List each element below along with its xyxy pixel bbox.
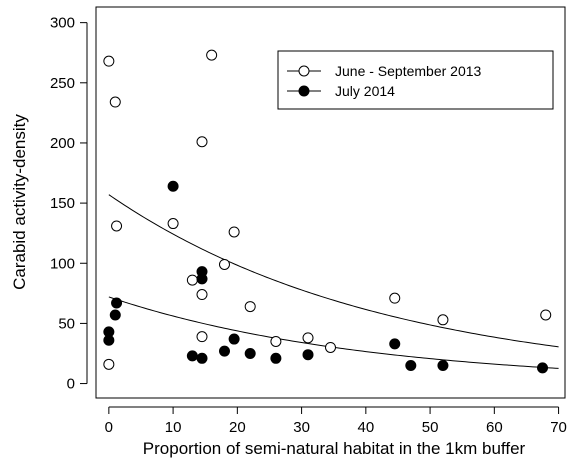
data-point-filled [537,362,549,374]
data-point-open [196,289,208,301]
data-point-open [270,335,282,347]
legend-marker-open-circle [298,65,310,77]
data-point-open [302,332,314,344]
data-point-filled [228,333,240,345]
y-tick-label: 50 [58,315,75,332]
data-point-filled [109,309,121,321]
data-point-open [325,341,336,353]
data-point-open [437,314,449,326]
x-tick-label: 40 [357,419,374,436]
data-point-open [103,55,115,67]
data-point-filled [405,360,417,372]
data-point-filled [196,273,208,285]
x-tick-label: 0 [105,419,113,436]
y-axis-label: Carabid activity-density [10,114,29,290]
data-point-open [540,309,552,321]
x-tick-label: 50 [422,419,439,436]
data-point-open [111,220,123,232]
data-point-open [206,49,218,61]
y-tick-label: 250 [50,75,75,92]
y-tick-label: 300 [50,15,75,32]
x-tick-label: 10 [165,419,182,436]
legend-item-2013: June - September 2013 [287,63,482,79]
data-points [103,49,552,374]
data-point-filled [218,345,230,357]
fit-curve-series-1 [108,194,559,348]
data-point-open [228,226,240,238]
x-axis-label: Proportion of semi-natural habitat in th… [143,439,526,458]
data-point-filled [244,347,256,359]
legend-marker-filled-circle [298,85,310,97]
x-tick-label: 60 [486,419,503,436]
x-tick-label: 70 [550,419,567,436]
data-point-filled [302,349,314,361]
fit-curve-series-2 [108,296,559,369]
data-point-open [389,292,401,304]
data-point-filled [111,297,123,309]
legend-label-2014: July 2014 [335,83,395,99]
legend-label-2013: June - September 2013 [335,63,482,79]
data-point-open [218,258,230,270]
y-tick-label: 0 [67,376,75,393]
y-tick-label: 200 [50,135,75,152]
data-point-open [196,331,208,343]
x-axis: 0 10 20 30 40 50 60 70 [105,406,567,436]
data-point-filled [103,334,115,346]
data-point-open [109,96,121,108]
data-point-filled [389,338,401,350]
data-point-filled [167,180,179,192]
data-point-filled [196,352,208,364]
legend-box [277,50,554,110]
data-point-open [244,301,256,313]
data-point-open [186,274,198,286]
data-point-open [167,218,179,230]
data-point-filled [270,352,282,364]
data-point-open [196,136,208,148]
plot-border [95,6,566,399]
x-tick-label: 20 [229,419,246,436]
x-tick-label: 30 [293,419,310,436]
y-tick-label: 150 [50,195,75,212]
data-point-filled [437,360,449,372]
legend-item-2014: July 2014 [287,83,395,99]
data-point-open [103,358,115,370]
plot-area [95,6,566,399]
y-tick-label: 100 [50,255,75,272]
legend: June - September 2013 July 2014 [277,50,554,110]
y-axis: 0 50 100 150 200 250 300 [50,15,88,393]
data-point-filled [186,350,198,362]
